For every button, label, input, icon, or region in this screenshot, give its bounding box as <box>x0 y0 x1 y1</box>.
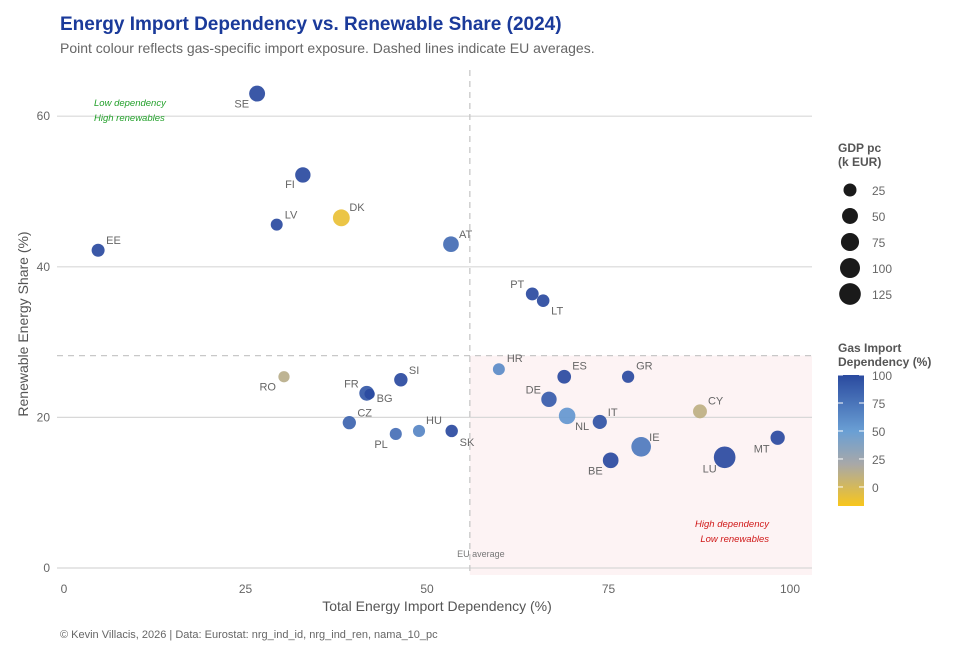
chart-title: Energy Import Dependency vs. Renewable S… <box>60 14 562 35</box>
point-label: CY <box>708 395 724 407</box>
color-legend-label: 0 <box>872 481 879 495</box>
point-label: IE <box>649 432 659 444</box>
point-fi <box>295 167 311 183</box>
quadrant-label-high: High dependency <box>695 519 770 530</box>
point-label: SK <box>460 437 475 449</box>
point-label: MT <box>754 444 770 456</box>
point-label: HR <box>507 353 523 365</box>
y-tick-label: 40 <box>37 260 51 274</box>
point-label: BG <box>377 393 393 405</box>
point-gr <box>621 370 635 383</box>
x-axis-label: Total Energy Import Dependency (%) <box>322 598 552 614</box>
quadrant-label-high: Low renewables <box>700 534 769 545</box>
point-label: IT <box>608 407 618 419</box>
high-dependency-quadrant <box>469 355 812 575</box>
point-sk <box>445 424 458 438</box>
size-legend-title: GDP pc <box>838 141 881 155</box>
point-cy <box>693 404 707 419</box>
point-label: SI <box>409 365 419 377</box>
point-label: RO <box>259 382 276 394</box>
point-de <box>541 391 557 408</box>
color-legend-label: 75 <box>872 397 886 411</box>
point-ee <box>91 243 105 257</box>
quadrant-label-low: Low dependency <box>94 98 167 109</box>
point-label: PL <box>374 439 387 451</box>
x-tick-label: 25 <box>239 582 253 596</box>
point-label: FR <box>344 378 359 390</box>
size-legend-label: 100 <box>872 262 892 276</box>
y-tick-label: 60 <box>37 109 51 123</box>
point-ro <box>278 371 290 383</box>
size-legend-circle <box>842 208 858 224</box>
eu-average-label: EU average <box>457 549 505 559</box>
point-dk <box>332 209 350 227</box>
point-nl <box>558 407 576 425</box>
color-legend-label: 100 <box>872 369 892 383</box>
size-legend-title: (k EUR) <box>838 155 881 169</box>
point-label: LT <box>551 306 563 318</box>
y-axis-label: Renewable Energy Share (%) <box>15 231 31 416</box>
point-label: CZ <box>357 408 372 420</box>
x-tick-label: 50 <box>420 582 434 596</box>
point-mt <box>770 430 785 445</box>
size-legend-label: 125 <box>872 288 892 302</box>
size-legend-circle <box>840 258 860 278</box>
size-legend-circle <box>839 283 861 305</box>
point-label: GR <box>636 361 653 373</box>
size-legend-circle <box>840 232 860 252</box>
x-tick-label: 100 <box>780 582 800 596</box>
point-ie <box>631 436 651 457</box>
point-si <box>394 373 408 387</box>
point-label: SE <box>234 99 249 111</box>
quadrant-label-low: High renewables <box>94 113 165 124</box>
point-label: HU <box>426 415 442 427</box>
size-legend-label: 50 <box>872 210 886 224</box>
point-label: ES <box>572 361 587 373</box>
point-label: FI <box>285 179 295 191</box>
point-label: DK <box>349 202 365 214</box>
point-label: PT <box>510 279 524 291</box>
point-be <box>602 452 619 469</box>
point-label: LU <box>703 463 717 475</box>
x-tick-label: 0 <box>61 582 68 596</box>
point-label: BE <box>588 465 603 477</box>
color-legend-title: Gas Import <box>838 341 901 355</box>
size-legend-label: 25 <box>872 184 886 198</box>
size-legend-label: 75 <box>872 236 886 250</box>
point-se <box>249 85 266 102</box>
y-tick-label: 0 <box>43 561 50 575</box>
point-pt <box>525 287 539 301</box>
color-legend-label: 25 <box>872 453 886 467</box>
point-pl <box>389 427 402 441</box>
point-lu <box>713 446 736 469</box>
point-at <box>443 236 459 253</box>
point-bg <box>364 388 375 400</box>
point-lv <box>270 218 283 231</box>
point-label: NL <box>575 421 589 433</box>
point-hr <box>492 363 505 376</box>
point-hu <box>412 424 426 438</box>
y-tick-label: 20 <box>37 410 51 424</box>
point-label: LV <box>285 210 298 222</box>
size-legend-circle <box>843 183 857 197</box>
point-label: AT <box>459 229 473 241</box>
chart-subtitle: Point colour reflects gas-specific impor… <box>60 40 595 56</box>
color-legend-title: Dependency (%) <box>838 355 931 369</box>
color-legend-label: 50 <box>872 425 886 439</box>
x-tick-label: 75 <box>602 582 616 596</box>
point-lt <box>536 294 550 307</box>
point-es <box>557 369 572 384</box>
point-it <box>592 414 607 429</box>
color-legend-bar <box>838 375 864 506</box>
point-label: EE <box>106 235 121 247</box>
caption: © Kevin Villacis, 2026 | Data: Eurostat:… <box>60 629 438 641</box>
point-label: DE <box>526 384 541 396</box>
point-cz <box>342 416 356 430</box>
